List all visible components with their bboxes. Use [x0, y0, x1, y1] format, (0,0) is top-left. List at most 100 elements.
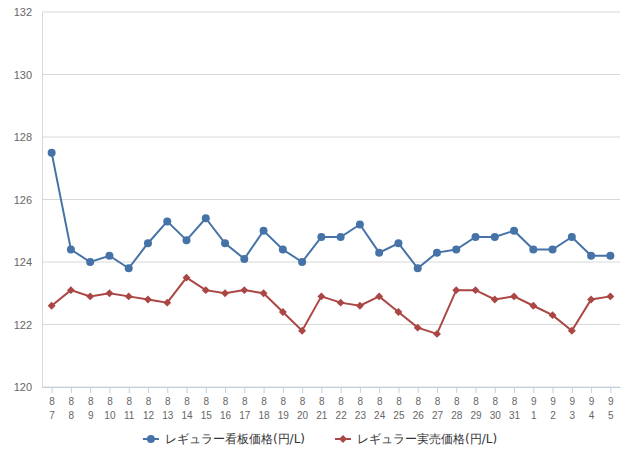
x-tick-label: 811 — [124, 396, 135, 421]
x-tick-label-line: 27 — [432, 410, 444, 421]
x-tick-label-line: 12 — [143, 410, 155, 421]
legend-item: レギュラー看板価格(円/L) — [143, 432, 305, 446]
y-tick-label: 126 — [14, 194, 32, 206]
x-tick: 91 — [531, 387, 537, 421]
x-tick-mark — [187, 387, 188, 393]
x-tick: 817 — [239, 387, 251, 421]
x-tick: 813 — [162, 387, 174, 421]
data-point — [337, 233, 345, 241]
legend: レギュラー看板価格(円/L)レギュラー実売価格(円/L) — [143, 432, 497, 446]
y-tick-label: 120 — [14, 381, 32, 393]
x-tick-mark — [244, 387, 245, 393]
x-tick-label: 813 — [162, 396, 174, 421]
x-tick-label: 830 — [490, 396, 502, 421]
data-point — [279, 308, 287, 316]
data-point — [202, 214, 210, 222]
x-tick-label-line: 8 — [396, 396, 402, 407]
x-tick-label-line: 29 — [470, 410, 482, 421]
x-tick-label-line: 8 — [319, 396, 325, 407]
x-tick-label-line: 31 — [509, 410, 521, 421]
data-point — [433, 249, 441, 257]
x-tick-label: 825 — [393, 396, 405, 421]
grid-line — [42, 74, 620, 75]
x-tick: 821 — [316, 387, 328, 421]
series-line — [52, 153, 611, 269]
x-tick-label-line: 8 — [512, 396, 518, 407]
x-tick-label-line: 21 — [316, 410, 328, 421]
data-point — [144, 296, 152, 304]
x-tick-label-line: 9 — [570, 396, 576, 407]
x-tick-label: 815 — [201, 396, 213, 421]
x-tick-label-line: 8 — [300, 396, 306, 407]
x-tick-label-line: 26 — [413, 410, 425, 421]
y-tick-label: 128 — [14, 131, 32, 143]
x-tick-label: 814 — [181, 396, 193, 421]
x-tick-label-line: 13 — [162, 410, 174, 421]
grid — [42, 12, 620, 387]
data-point — [144, 239, 152, 247]
data-point — [606, 252, 614, 260]
data-point — [587, 252, 595, 260]
x-tick-mark — [360, 387, 361, 393]
x-tick-mark — [418, 387, 419, 393]
data-point — [356, 221, 364, 229]
series — [48, 274, 615, 338]
x-tick-mark — [398, 387, 399, 393]
x-tick-label-line: 8 — [377, 396, 383, 407]
data-point — [356, 302, 364, 310]
x-tick-mark — [514, 387, 515, 393]
grid-line — [42, 12, 620, 13]
x-tick: 825 — [393, 387, 405, 421]
plot-area — [48, 149, 615, 338]
data-point — [337, 299, 345, 307]
x-tick-mark — [129, 387, 130, 393]
data-point — [202, 286, 210, 294]
x-tick-label-line: 20 — [297, 410, 309, 421]
x-tick-label: 822 — [336, 396, 348, 421]
data-point — [472, 286, 480, 294]
data-point — [568, 233, 576, 241]
x-axis: 8788898108118128138148158168178188198208… — [43, 387, 621, 421]
x-tick-mark — [321, 387, 322, 393]
x-tick-label-line: 8 — [146, 396, 152, 407]
x-tick-mark — [379, 387, 380, 393]
x-tick: 811 — [124, 387, 135, 421]
data-point — [549, 246, 557, 254]
data-point — [298, 327, 306, 335]
grid-line — [42, 199, 620, 200]
data-point — [587, 296, 595, 304]
x-tick-label: 810 — [104, 396, 116, 421]
x-tick-label-line: 9 — [608, 396, 614, 407]
chart: 1201221241261281301328788898108118128138… — [0, 0, 640, 469]
x-tick-label: 89 — [88, 396, 94, 421]
data-point — [549, 311, 557, 319]
data-point — [375, 292, 383, 300]
data-point — [86, 258, 94, 266]
x-tick-mark — [437, 387, 438, 393]
data-point — [279, 246, 287, 254]
y-tick: 122 — [14, 319, 42, 331]
data-point — [414, 324, 422, 332]
data-point — [105, 289, 113, 297]
data-point — [568, 327, 576, 335]
x-tick-label-line: 1 — [531, 410, 537, 421]
x-tick: 92 — [550, 387, 556, 421]
x-tick: 815 — [201, 387, 213, 421]
data-point — [86, 292, 94, 300]
x-tick-label: 816 — [220, 396, 232, 421]
grid-line — [42, 324, 620, 325]
x-tick-label-line: 8 — [281, 396, 287, 407]
data-point — [491, 233, 499, 241]
x-tick-label-line: 9 — [88, 410, 94, 421]
x-tick-label-line: 4 — [589, 410, 595, 421]
y-axis: 120122124126128130132 — [14, 6, 43, 393]
x-tick-label-line: 3 — [570, 410, 576, 421]
x-tick-label-line: 8 — [261, 396, 267, 407]
x-tick-mark — [90, 387, 91, 393]
legend-marker — [339, 435, 347, 443]
x-tick-label-line: 8 — [223, 396, 229, 407]
data-point — [163, 217, 171, 225]
x-tick-label-line: 8 — [435, 396, 441, 407]
x-tick: 94 — [589, 387, 595, 421]
data-point — [606, 292, 614, 300]
